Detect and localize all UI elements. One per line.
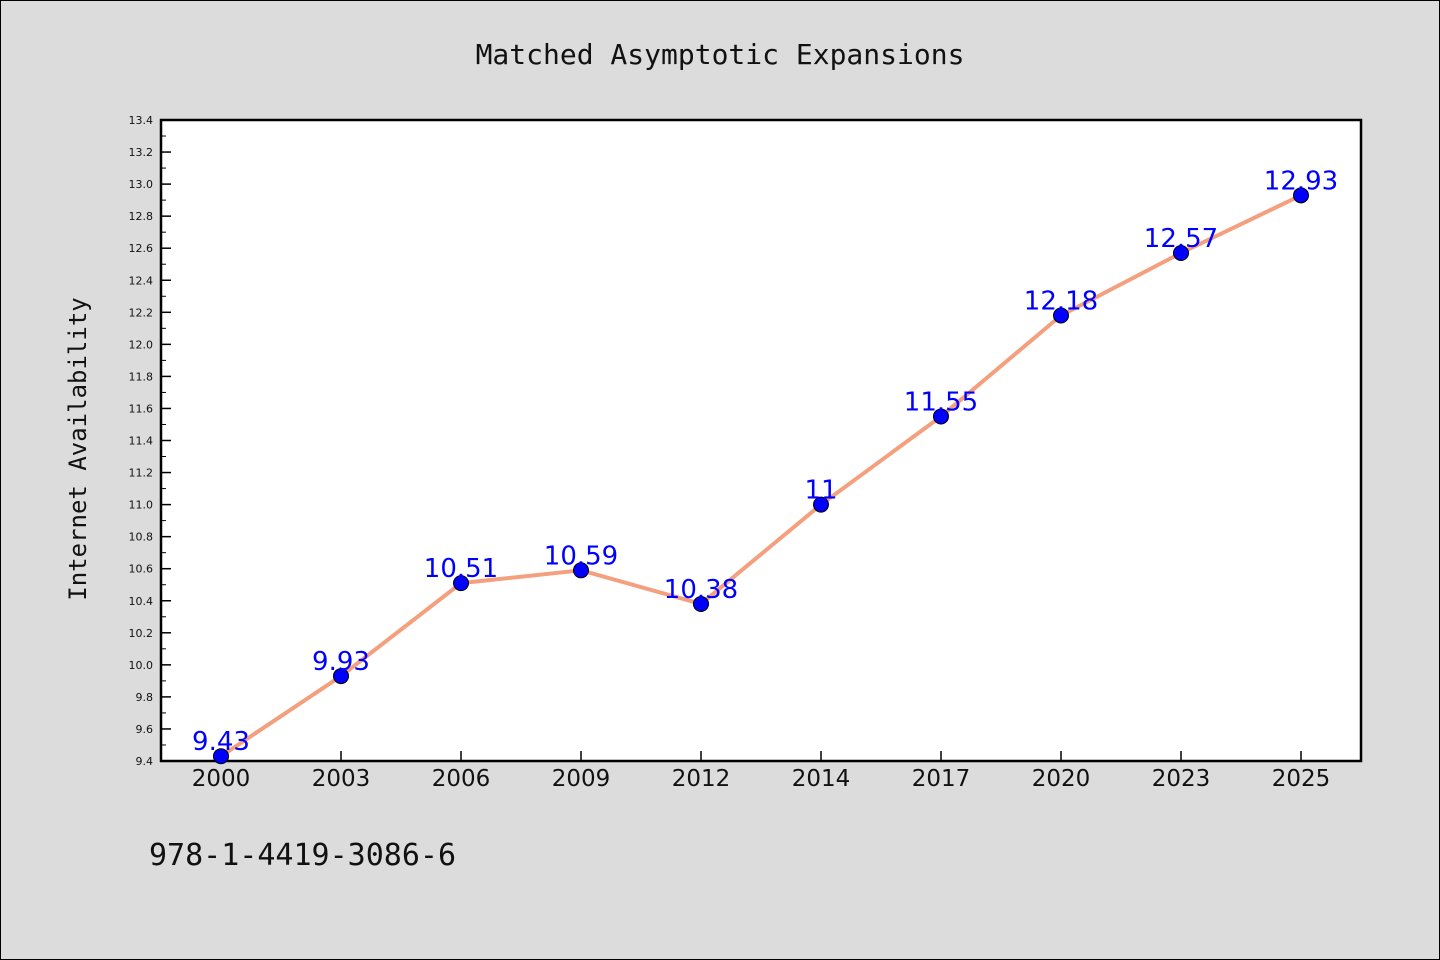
x-tick-label: 2023 — [1152, 766, 1211, 792]
data-label: 10.51 — [424, 554, 498, 584]
y-axis-label: Internet Availability — [64, 297, 92, 600]
data-point — [1173, 245, 1189, 262]
x-tick-label: 2000 — [192, 766, 251, 792]
y-tick-label: 11.2 — [129, 467, 154, 480]
x-axis-ticks: 2000 2003 2006 2009 2012 2014 2017 2020 2023 2025 — [192, 751, 1331, 792]
chart-title: Matched Asymptotic Expansions — [476, 38, 965, 71]
y-tick-label: 13.2 — [129, 146, 154, 159]
y-tick-label: 12.0 — [129, 338, 154, 351]
x-tick-label: 2009 — [552, 766, 611, 792]
data-label: 11 — [804, 476, 837, 506]
y-tick-label: 11.6 — [129, 402, 154, 415]
data-label: 11.55 — [904, 387, 978, 417]
data-label: 10.59 — [544, 541, 618, 571]
y-tick-label: 12.2 — [129, 306, 154, 319]
data-point — [813, 496, 829, 513]
y-tick-label: 9.4 — [136, 755, 154, 768]
x-tick-label: 2025 — [1272, 766, 1331, 792]
data-label: 9.93 — [312, 647, 370, 677]
series-line — [219, 193, 1303, 759]
isbn-text: 978-1-4419-3086-6 — [149, 838, 456, 873]
data-label: 12.93 — [1264, 166, 1338, 196]
y-tick-label: 10.2 — [129, 627, 154, 640]
y-tick-label: 11.8 — [129, 370, 154, 383]
x-tick-label: 2003 — [312, 766, 371, 792]
data-point — [1053, 307, 1069, 324]
y-tick-label: 10.6 — [129, 563, 154, 576]
data-point — [693, 595, 709, 612]
x-tick-label: 2006 — [432, 766, 491, 792]
data-point — [333, 668, 349, 685]
y-tick-label: 13.4 — [129, 114, 154, 127]
plot-area — [159, 118, 1363, 763]
x-tick-label: 2017 — [912, 766, 971, 792]
data-point — [573, 562, 589, 579]
data-point — [1293, 187, 1309, 204]
x-tick-label: 2012 — [672, 766, 731, 792]
y-tick-label: 11.4 — [129, 435, 154, 448]
y-tick-label: 9.6 — [136, 723, 154, 736]
data-label: 12.18 — [1024, 287, 1098, 317]
y-tick-label: 13.0 — [129, 178, 154, 191]
y-tick-label: 11.0 — [129, 499, 154, 512]
y-tick-label: 12.4 — [129, 274, 154, 287]
y-axis-ticks: 9.4 9.6 9.8 10.0 10.2 10.4 10.6 10.8 11.0 11.2 11.… — [129, 114, 171, 768]
y-tick-label: 12.8 — [129, 210, 154, 223]
y-tick-label: 10.0 — [129, 659, 154, 672]
data-point — [213, 748, 229, 765]
y-tick-label: 12.6 — [129, 242, 154, 255]
data-label: 12.57 — [1144, 224, 1218, 254]
data-point — [453, 575, 469, 592]
y-tick-label: 10.4 — [129, 595, 154, 608]
data-label: 10.38 — [664, 575, 738, 605]
data-point — [933, 408, 949, 425]
y-tick-label: 10.8 — [129, 531, 154, 544]
y-tick-label: 9.8 — [136, 691, 154, 704]
x-tick-label: 2020 — [1032, 766, 1091, 792]
series-layer: 9.43 9.93 10.51 10.59 10.38 11 11.55 12.18 12.57… — [192, 166, 1338, 765]
x-tick-label: 2014 — [792, 766, 851, 792]
data-label: 9.43 — [192, 727, 250, 757]
